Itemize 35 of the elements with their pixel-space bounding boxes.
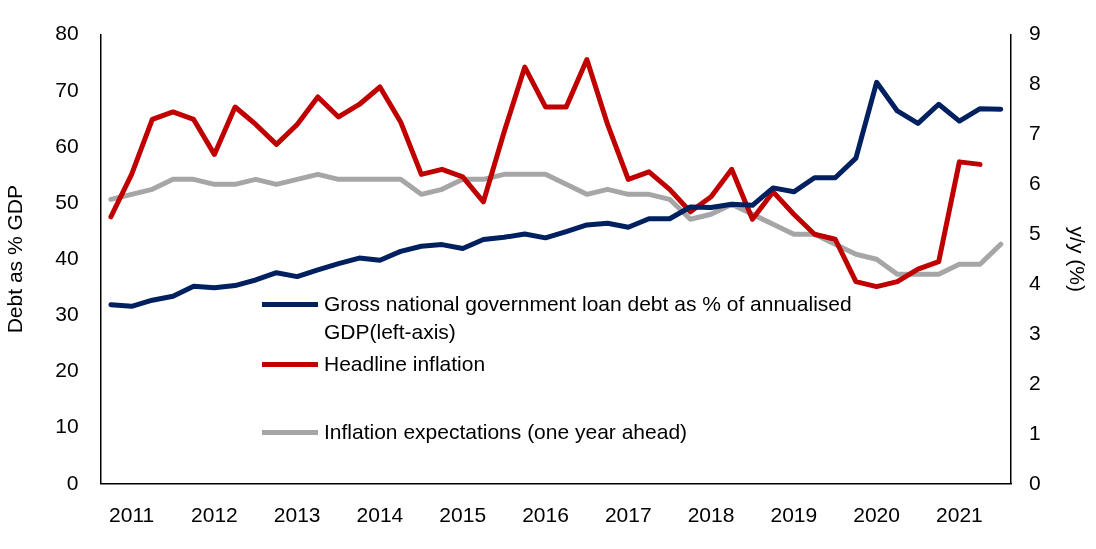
y-tick-label: 50 bbox=[55, 189, 79, 213]
y-tick-label: 70 bbox=[55, 77, 79, 101]
y2-tick-label: 0 bbox=[1029, 470, 1041, 494]
y2-tick-label: 8 bbox=[1029, 71, 1041, 95]
x-tick-label: 2011 bbox=[109, 503, 155, 527]
y2-tick-label: 2 bbox=[1029, 370, 1041, 394]
legend-label: Gross national government loan debt as % of annualised GDP(left-axis) bbox=[324, 291, 853, 345]
x-tick-label: 2019 bbox=[770, 503, 818, 527]
y2-tick-label: 7 bbox=[1029, 121, 1041, 145]
y2-tick-label: 4 bbox=[1029, 270, 1042, 294]
y-tick-label: 0 bbox=[66, 470, 79, 494]
y2-tick-label: 3 bbox=[1029, 320, 1041, 344]
y-axis-title: Debt as % GDP bbox=[3, 185, 27, 334]
x-tick-label: 2021 bbox=[936, 503, 983, 527]
x-tick-label: 2018 bbox=[687, 503, 735, 527]
y-tick-label: 20 bbox=[55, 358, 79, 382]
y-tick-label: 80 bbox=[55, 21, 79, 45]
y-tick-label: 60 bbox=[55, 133, 79, 157]
y2-tick-label: 1 bbox=[1029, 420, 1041, 444]
x-tick-label: 2015 bbox=[439, 503, 487, 527]
y2-axis-title: y/y (%) bbox=[1065, 226, 1089, 292]
x-tick-label: 2020 bbox=[853, 503, 900, 527]
y-tick-label: 40 bbox=[55, 246, 79, 269]
x-tick-label: 2014 bbox=[356, 503, 404, 527]
y2-tick-label: 5 bbox=[1029, 221, 1041, 245]
y-tick-label: 10 bbox=[55, 414, 79, 438]
x-tick-label: 2016 bbox=[522, 503, 569, 527]
x-tick-label: 2013 bbox=[273, 503, 321, 527]
x-tick-label: 2017 bbox=[604, 503, 652, 527]
legend-label: Headline inflation bbox=[324, 351, 486, 377]
y-tick-label: 30 bbox=[55, 302, 79, 326]
y2-tick-label: 6 bbox=[1029, 171, 1041, 195]
x-tick-label: 2012 bbox=[191, 503, 238, 527]
y2-tick-label: 9 bbox=[1029, 21, 1041, 45]
legend-label: Inflation expectations (one year ahead) bbox=[324, 419, 688, 445]
